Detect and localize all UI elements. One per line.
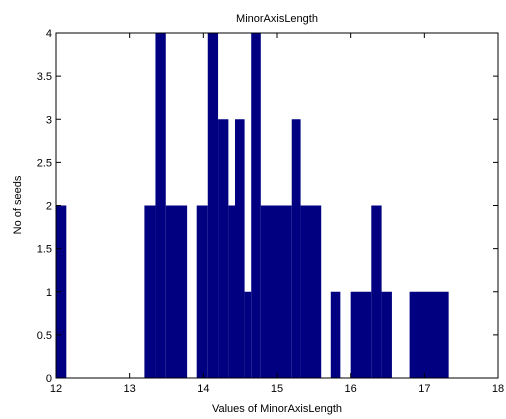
histogram-bar bbox=[350, 291, 372, 378]
x-tick-label: 13 bbox=[124, 383, 136, 395]
histogram-bar bbox=[207, 33, 219, 378]
x-tick-label: 12 bbox=[50, 383, 62, 395]
histogram-bar bbox=[144, 205, 156, 378]
histogram-bar bbox=[371, 205, 382, 378]
y-tick-label: 0.5 bbox=[37, 330, 52, 342]
y-tick-label: 0 bbox=[46, 373, 52, 385]
histogram-bar bbox=[228, 205, 236, 378]
x-tick-label: 16 bbox=[345, 383, 357, 395]
histogram-bar bbox=[330, 291, 341, 378]
y-tick-label: 1 bbox=[46, 287, 52, 299]
histogram-bar bbox=[244, 291, 252, 378]
x-tick-label: 14 bbox=[197, 383, 209, 395]
y-tick-label: 3.5 bbox=[37, 71, 52, 83]
plot-frame bbox=[55, 32, 499, 379]
y-axis-label: No of seeds bbox=[12, 175, 24, 234]
y-tick-label: 1.5 bbox=[37, 244, 52, 256]
histogram-bar bbox=[218, 119, 229, 378]
y-tick-label: 4 bbox=[46, 28, 52, 40]
x-tick-label: 15 bbox=[271, 383, 283, 395]
histogram-bar bbox=[251, 33, 261, 378]
histogram-bar bbox=[56, 205, 67, 378]
histogram-bar bbox=[235, 119, 245, 378]
histogram-bar bbox=[165, 205, 188, 378]
histogram-bar bbox=[409, 291, 449, 378]
histogram-bar bbox=[155, 33, 166, 378]
y-tick-label: 2.5 bbox=[37, 157, 52, 169]
histogram-bar bbox=[300, 205, 322, 378]
histogram-bar bbox=[291, 119, 301, 378]
x-tick-label: 17 bbox=[418, 383, 430, 395]
chart-title: MinorAxisLength bbox=[236, 13, 318, 25]
y-tick-label: 3 bbox=[46, 114, 52, 126]
y-tick-label: 2 bbox=[46, 201, 52, 213]
x-axis-label: Values of MinorAxisLength bbox=[212, 403, 342, 415]
histogram-bar bbox=[196, 205, 208, 378]
x-tick-label: 18 bbox=[492, 383, 504, 395]
histogram-bar bbox=[381, 291, 392, 378]
histogram-bar bbox=[260, 205, 292, 378]
histogram-bars bbox=[56, 33, 449, 378]
